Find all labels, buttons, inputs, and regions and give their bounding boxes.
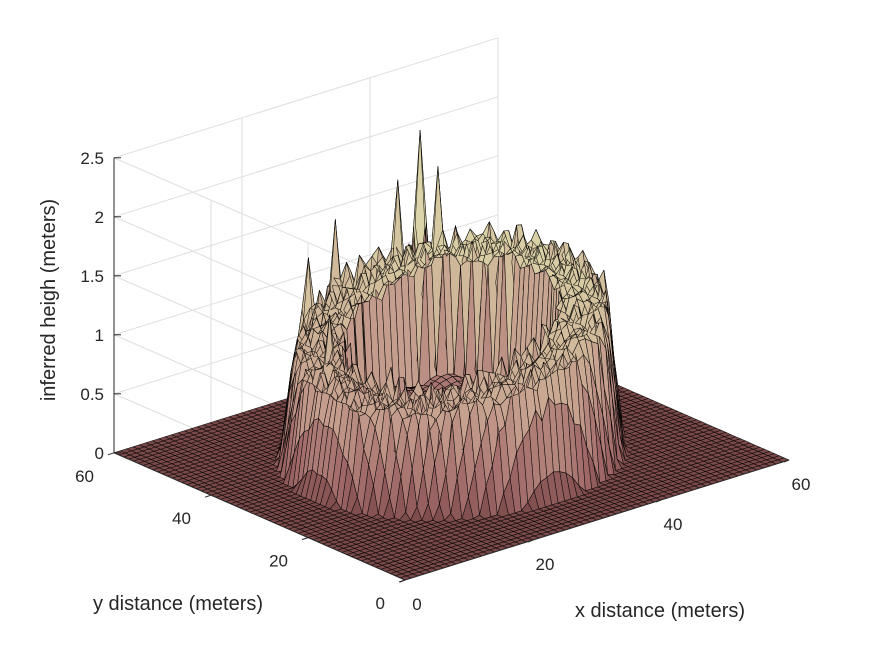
x-tick-label: 40 <box>664 515 683 534</box>
x-tick-mark <box>783 459 790 463</box>
z-tick-label: 2 <box>95 208 104 227</box>
z-tick-label: 2.5 <box>80 149 104 168</box>
y-axis-line <box>113 452 406 581</box>
y-tick-label: 60 <box>75 467 94 486</box>
x-axis-line <box>404 459 790 581</box>
z-tick-label: 0 <box>95 444 104 463</box>
y-tick-mark <box>204 494 212 498</box>
z-axis-label: inferred heigh (meters) <box>38 199 60 401</box>
y-axis-label: y distance (meters) <box>93 593 263 615</box>
z-tick-label: 1 <box>95 326 104 345</box>
y-tick-label: 0 <box>376 594 385 613</box>
y-tick-label: 40 <box>172 509 191 528</box>
y-tick-label: 20 <box>269 552 288 571</box>
x-axis-label: x distance (meters) <box>575 600 745 622</box>
x-tick-label: 0 <box>412 595 421 614</box>
back-wall-z-gridline <box>113 96 499 218</box>
axes-lines <box>107 157 790 583</box>
x-tick-label: 60 <box>792 475 811 494</box>
y-tick-mark <box>107 452 115 456</box>
back-wall-z-gridline <box>113 155 499 277</box>
y-tick-mark <box>398 579 406 583</box>
y-tick-mark <box>301 537 309 541</box>
surface-mesh <box>113 130 790 581</box>
x-tick-mark <box>527 539 534 543</box>
back-wall-z-gridline <box>113 37 499 159</box>
z-tick-label: 0.5 <box>80 385 104 404</box>
left-wall-z-gridline <box>113 157 406 286</box>
z-tick-label: 1.5 <box>80 267 104 286</box>
x-tick-label: 20 <box>536 555 555 574</box>
x-tick-mark <box>655 499 662 503</box>
